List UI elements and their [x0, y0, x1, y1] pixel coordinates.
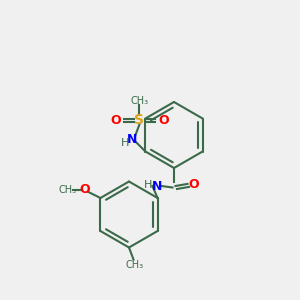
Text: CH₃: CH₃: [130, 95, 148, 106]
Text: CH₃: CH₃: [126, 260, 144, 270]
Text: N: N: [127, 133, 138, 146]
Text: S: S: [134, 113, 144, 127]
Text: O: O: [188, 178, 199, 191]
Text: H: H: [143, 179, 152, 190]
Text: O: O: [80, 183, 90, 196]
Text: CH₃: CH₃: [59, 185, 77, 195]
Text: O: O: [158, 113, 169, 127]
Text: N: N: [152, 179, 162, 193]
Text: H: H: [121, 137, 130, 148]
Text: O: O: [110, 113, 121, 127]
